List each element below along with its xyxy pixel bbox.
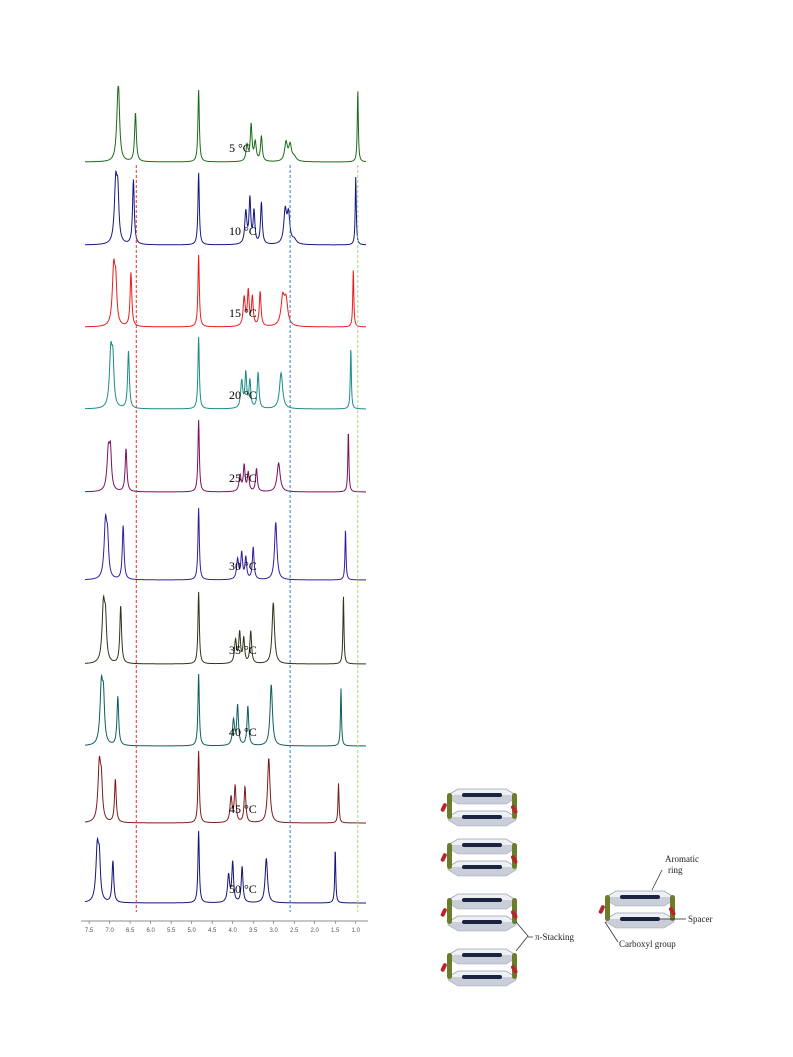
ring-side: [447, 867, 517, 877]
tick-label: 5.5: [167, 928, 176, 934]
spacer: [447, 953, 452, 979]
carboxyl-group: [511, 805, 518, 814]
reference-dimer: [598, 890, 676, 929]
temperature-label: 35 °C: [229, 643, 257, 657]
spectrum-trace: [85, 254, 367, 328]
ring-core: [462, 865, 502, 869]
temperature-label: 45 °C: [229, 802, 257, 816]
carboxyl-group-label: Carboxyl group: [619, 939, 676, 949]
tick-label: 1.5: [331, 928, 340, 934]
spectrum-trace: [84, 750, 366, 824]
tick-label: 3.0: [270, 928, 279, 934]
tick-label: 4.0: [229, 928, 238, 934]
spectrum-trace: [84, 830, 366, 904]
temperature-label: 15 °C: [229, 306, 257, 320]
aromatic-ring-callout: [651, 869, 663, 891]
spectrum-trace: [85, 336, 367, 410]
spectrum-trace: [84, 507, 366, 581]
tick-label: 3.5: [249, 928, 258, 934]
tick-label: 5.0: [187, 928, 196, 934]
spacer: [447, 898, 452, 924]
stacked-dimer-1: [440, 788, 518, 827]
stacked-dimers: [440, 788, 518, 987]
ring-side: [447, 817, 517, 827]
temperature-label: 25 °C: [229, 471, 257, 485]
ring-core: [620, 895, 660, 899]
tick-label: 2.0: [311, 928, 320, 934]
temperature-label: 50 °C: [229, 882, 257, 896]
spectrum-40c: 40 °C: [84, 673, 366, 747]
aromatic-ring-label-1: Aromatic: [665, 854, 699, 864]
tick-label: 6.0: [146, 928, 155, 934]
tick-label: 6.5: [126, 928, 135, 934]
pi-stacking-label: π-Stacking: [535, 932, 575, 942]
spectrum-45c: 45 °C: [84, 750, 366, 824]
temperature-label: 40 °C: [229, 725, 257, 739]
spectrum-50c: 50 °C: [84, 830, 366, 904]
spacer: [447, 843, 452, 869]
ring-core: [462, 898, 502, 902]
ring-core: [462, 843, 502, 847]
pi-stacking-diagram: Aromatic ring Spacer Carboxyl group π-St…: [440, 788, 713, 987]
spacer: [447, 793, 452, 819]
aromatic-ring-label-2: ring: [668, 865, 683, 875]
tick-label: 4.5: [208, 928, 217, 934]
carboxyl-group: [669, 907, 676, 916]
ring-side: [605, 919, 675, 929]
spectrum-trace: [84, 673, 366, 747]
tick-label: 2.5: [290, 928, 299, 934]
tick-label: 7.0: [105, 928, 114, 934]
spacer: [605, 895, 610, 921]
carboxyl-group: [511, 855, 518, 864]
carboxyl-group: [440, 908, 447, 917]
ring-core: [462, 920, 502, 924]
spectrum-10c: 10 °C: [85, 169, 367, 246]
temperature-label: 5 °C: [229, 141, 251, 155]
carboxyl-callout: [604, 921, 619, 943]
spectrum-trace: [84, 419, 366, 493]
spectrum-trace: [84, 591, 366, 665]
spectrum-35c: 35 °C: [84, 591, 366, 665]
carboxyl-group: [440, 963, 447, 972]
ring-core: [620, 917, 660, 921]
carboxyl-group: [598, 905, 605, 914]
ring-side: [447, 977, 517, 987]
ring-core: [462, 953, 502, 957]
spectrum-15c: 15 °C: [85, 254, 367, 328]
carboxyl-group: [511, 965, 518, 974]
temperature-label: 30 °C: [229, 559, 257, 573]
nmr-spectra-stack: 5 °C 10 °C 15 °C 20 °C 25 °C 30 °C 35 °C 40 °C 4…: [84, 85, 367, 904]
tick-label: 7.5: [85, 928, 94, 934]
ring-core: [462, 975, 502, 979]
ring-core: [462, 793, 502, 797]
stacked-dimer-4: [440, 948, 518, 987]
spectrum-5c: 5 °C: [85, 85, 367, 163]
reference-lines: [135, 165, 359, 912]
stacked-dimer-2: [440, 838, 518, 877]
ring-core: [462, 815, 502, 819]
chemical-shift-axis: 7.5 7.0 6.5 6.0 5.5 5.0 4.5 4.0 3.5 3.0 2.5 2.0 1.5 1…: [81, 920, 368, 934]
spectrum-trace: [85, 85, 367, 163]
tick-label: 1.0: [352, 928, 361, 934]
temperature-label: 10 °C: [229, 224, 257, 238]
temperature-label: 20 °C: [229, 388, 257, 402]
carboxyl-group: [440, 803, 447, 812]
stacked-dimer-3: [440, 893, 518, 932]
spectrum-20c: 20 °C: [85, 336, 367, 410]
carboxyl-group: [440, 853, 447, 862]
spectrum-30c: 30 °C: [84, 507, 366, 581]
spectrum-trace: [85, 169, 367, 246]
spectrum-25c: 25 °C: [84, 419, 366, 493]
ring-side: [447, 922, 517, 932]
single-dimer: [598, 890, 676, 929]
pi-stacking-callout: [515, 921, 529, 952]
carboxyl-group: [511, 910, 518, 919]
spacer-label: Spacer: [688, 914, 713, 924]
